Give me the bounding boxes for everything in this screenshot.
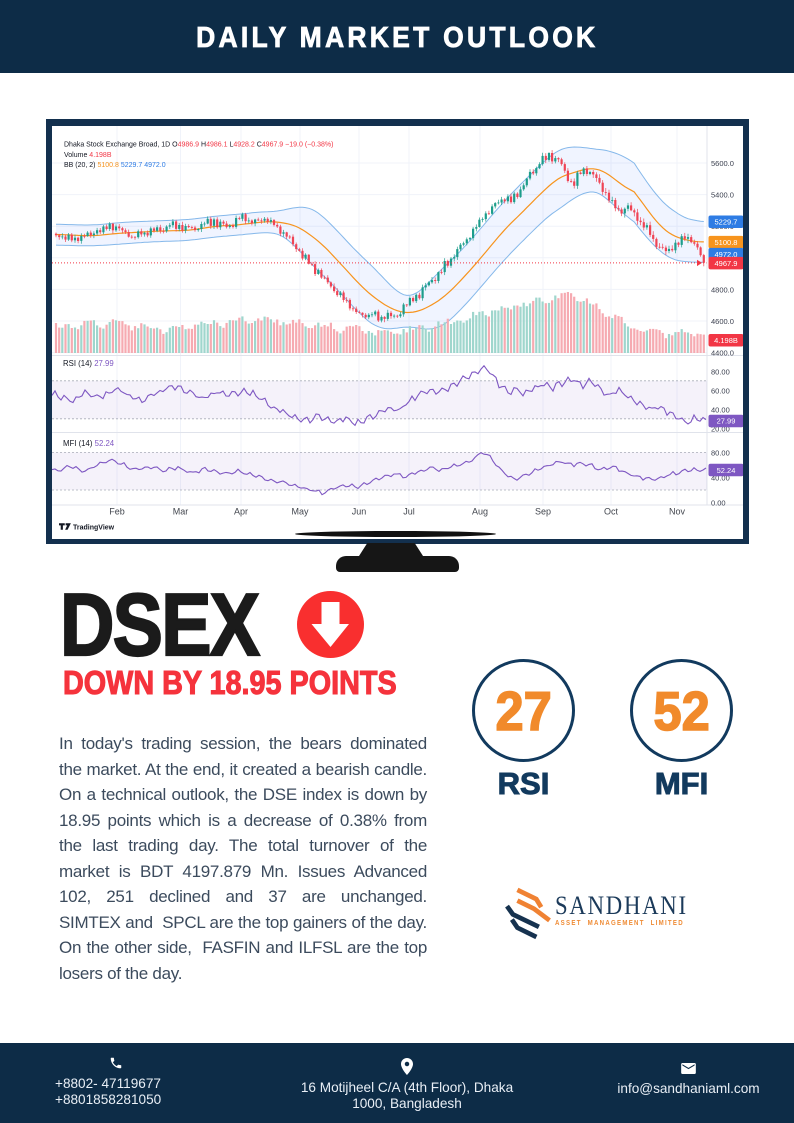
svg-text:Oct: Oct xyxy=(604,507,619,517)
svg-text:Feb: Feb xyxy=(109,507,125,517)
svg-text:20.00: 20.00 xyxy=(711,424,730,433)
svg-text:40.00: 40.00 xyxy=(711,474,730,483)
svg-text:Apr: Apr xyxy=(234,507,248,517)
svg-text:4600.0: 4600.0 xyxy=(711,317,734,326)
svg-text:Sep: Sep xyxy=(535,507,551,517)
svg-text:4.198B: 4.198B xyxy=(714,336,738,345)
svg-text:5600.0: 5600.0 xyxy=(711,159,734,168)
svg-text:Volume 4.198B: Volume 4.198B xyxy=(64,152,112,159)
svg-text:5100.8: 5100.8 xyxy=(715,238,738,247)
svg-text:27.99: 27.99 xyxy=(717,417,736,426)
svg-text:4972.0: 4972.0 xyxy=(715,250,738,259)
svg-text:BB (20, 2) 5100.8 5229.7 49: BB (20, 2) 5100.8 5229.7 4972.0 xyxy=(64,162,166,169)
svg-text:MFI (14) 52.24: MFI (14) 52.24 xyxy=(63,439,115,448)
svg-text:Mar: Mar xyxy=(173,507,189,517)
svg-text:4967.9: 4967.9 xyxy=(715,259,738,268)
svg-text:Jun: Jun xyxy=(352,507,367,517)
svg-text:Nov: Nov xyxy=(669,507,686,517)
svg-text:Dhaka Stock Exchange Broad, 1D: Dhaka Stock Exchange Broad, 1D O4986.9 H… xyxy=(64,141,333,148)
svg-text:5400.0: 5400.0 xyxy=(711,191,734,200)
svg-text:5229.7: 5229.7 xyxy=(715,218,738,227)
svg-text:0.00: 0.00 xyxy=(711,499,726,508)
svg-text:RSI (14) 27.99: RSI (14) 27.99 xyxy=(63,359,114,368)
svg-text:80.00: 80.00 xyxy=(711,367,730,376)
svg-text:Aug: Aug xyxy=(472,507,488,517)
svg-text:May: May xyxy=(291,507,309,517)
svg-text:Jul: Jul xyxy=(403,507,415,517)
svg-text:40.00: 40.00 xyxy=(711,405,730,414)
svg-text:52.24: 52.24 xyxy=(717,466,736,475)
svg-text:60.00: 60.00 xyxy=(711,386,730,395)
svg-text:4800.0: 4800.0 xyxy=(711,285,734,294)
svg-text:80.00: 80.00 xyxy=(711,448,730,457)
svg-text:4400.0: 4400.0 xyxy=(711,349,734,358)
svg-text:TradingView: TradingView xyxy=(73,525,115,532)
